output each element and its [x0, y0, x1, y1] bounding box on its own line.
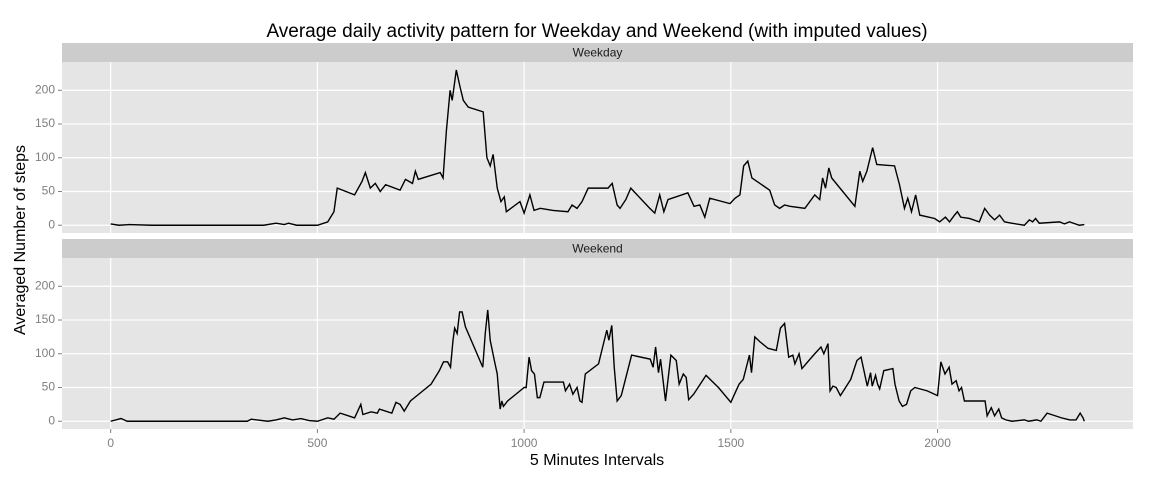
x-tick-label: 500: [307, 436, 327, 450]
chart-title: Average daily activity pattern for Weekd…: [266, 21, 927, 42]
y-tick-label: 50: [42, 380, 56, 394]
x-tick-label: 1000: [511, 436, 538, 450]
strip-label: Weekday: [573, 46, 623, 60]
x-axis-title: 5 Minutes Intervals: [530, 452, 664, 469]
x-tick-label: 2000: [924, 436, 951, 450]
y-tick-label: 100: [35, 346, 55, 360]
x-tick-label: 1500: [717, 436, 744, 450]
y-tick-label: 0: [48, 217, 55, 231]
strip: [62, 43, 1133, 62]
y-tick-label: 200: [35, 278, 55, 292]
strip: [62, 239, 1133, 258]
panel-background: [62, 62, 1133, 233]
data-line: [110, 309, 1085, 423]
y-tick-label: 150: [35, 116, 55, 130]
y-tick-label: 100: [35, 150, 55, 164]
y-tick-label: 50: [42, 184, 56, 198]
x-tick-label: 0: [107, 436, 114, 450]
y-tick-label: 150: [35, 312, 55, 326]
y-axis-title: Averaged Number of steps: [12, 145, 29, 335]
panel-background: [62, 258, 1133, 429]
strip-label: Weekend: [572, 242, 622, 256]
data-line: [110, 69, 1085, 226]
y-tick-label: 200: [35, 82, 55, 96]
y-tick-label: 0: [48, 413, 55, 427]
